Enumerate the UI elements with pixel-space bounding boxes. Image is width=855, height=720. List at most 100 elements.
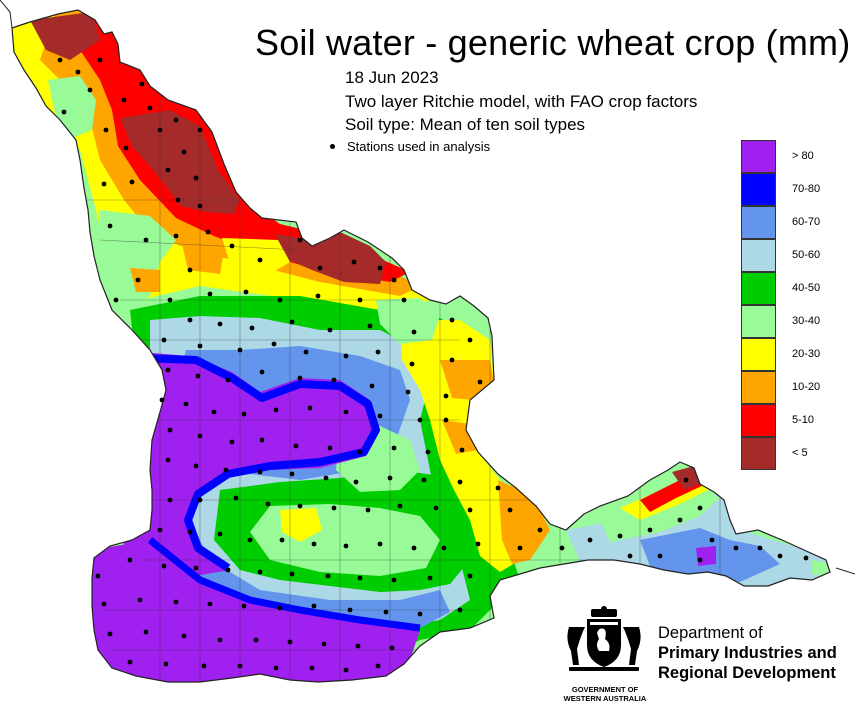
station-dot [95,573,101,579]
station-dot [377,265,383,271]
station-dot [709,537,715,543]
station-dot [161,563,167,569]
station-dot [457,479,463,485]
station-dot [289,319,295,325]
legend-swatch [741,404,776,437]
station-dot [443,393,449,399]
station-dot [175,197,181,203]
station-dot [277,297,283,303]
boundary-line [835,567,855,575]
station-dot [257,257,263,263]
station-dot [187,317,193,323]
station-dot [617,533,623,539]
station-dot [537,527,543,533]
station-dot [279,537,285,543]
station-dot [207,601,213,607]
station-dot [271,341,277,347]
station-dot [391,577,397,583]
station-dot [343,667,349,673]
station-dot [297,237,303,243]
station-dot [353,479,359,485]
stations-legend-label: Stations used in analysis [347,139,491,154]
station-dot [173,599,179,605]
department-name: Department of Primary Industries and Reg… [658,623,837,683]
coastline [11,9,831,683]
boundary-line [0,0,13,29]
station-dot [389,645,395,651]
legend-swatch [741,437,776,470]
station-dot [101,181,107,187]
legend-swatch [741,371,776,404]
station-dot [409,361,415,367]
legend-swatch [741,338,776,371]
legend-swatch [741,272,776,305]
station-dot [233,495,239,501]
station-dot [355,643,361,649]
station-dot [357,297,363,303]
station-dot [443,417,449,423]
station-dot [259,369,265,375]
station-dot [417,417,423,423]
station-markers [57,57,809,673]
legend-swatch [741,206,776,239]
station-dot [351,259,357,265]
station-dot [183,401,189,407]
station-dot [449,317,455,323]
station-dot [357,449,363,455]
department-line-3: Regional Development [658,664,836,682]
station-dot [259,437,265,443]
station-dot [217,321,223,327]
station-dot [303,349,309,355]
station-dot [467,507,473,513]
station-dot [331,377,337,383]
station-dot [559,545,565,551]
station-dot [343,543,349,549]
station-dot [195,373,201,379]
station-dot [129,179,135,185]
station-dot [173,117,179,123]
station-dot [75,69,81,75]
legend-label: 60-70 [792,216,821,228]
station-dot [147,105,153,111]
station-dot [173,233,179,239]
legend-label: > 80 [792,150,814,162]
station-dot [257,569,263,575]
station-dot [241,603,247,609]
station-dot [401,297,407,303]
map-date: 18 Jun 2023 [345,68,439,87]
station-dot [207,291,213,297]
station-dot [273,407,279,413]
station-dot [365,507,371,513]
station-dot [375,349,381,355]
station-dot [517,545,523,551]
station-dot [217,637,223,643]
station-dot [163,661,169,667]
station-dot [229,243,235,249]
station-dot [181,149,187,155]
station-dot [343,409,349,415]
station-dot [135,277,141,283]
station-dot [397,503,403,509]
station-dot [165,167,171,173]
station-dot [289,571,295,577]
map-title: Soil water - generic wheat crop (mm) [255,22,851,63]
station-dot [247,537,253,543]
station-dot [217,531,223,537]
station-dot [127,659,133,665]
station-dot [223,467,229,473]
station-dot [293,443,299,449]
department-line-1: Department of [658,624,763,642]
station-dot [441,545,447,551]
legend-label: 5-10 [792,414,815,426]
station-dot [181,633,187,639]
station-dot [225,377,231,383]
station-dot [159,397,165,403]
station-dot [193,175,199,181]
station-dot [165,367,171,373]
station-dot [367,323,373,329]
station-dot [411,329,417,335]
station-dot [327,327,333,333]
station-dot [277,605,283,611]
station-dot [777,553,783,559]
